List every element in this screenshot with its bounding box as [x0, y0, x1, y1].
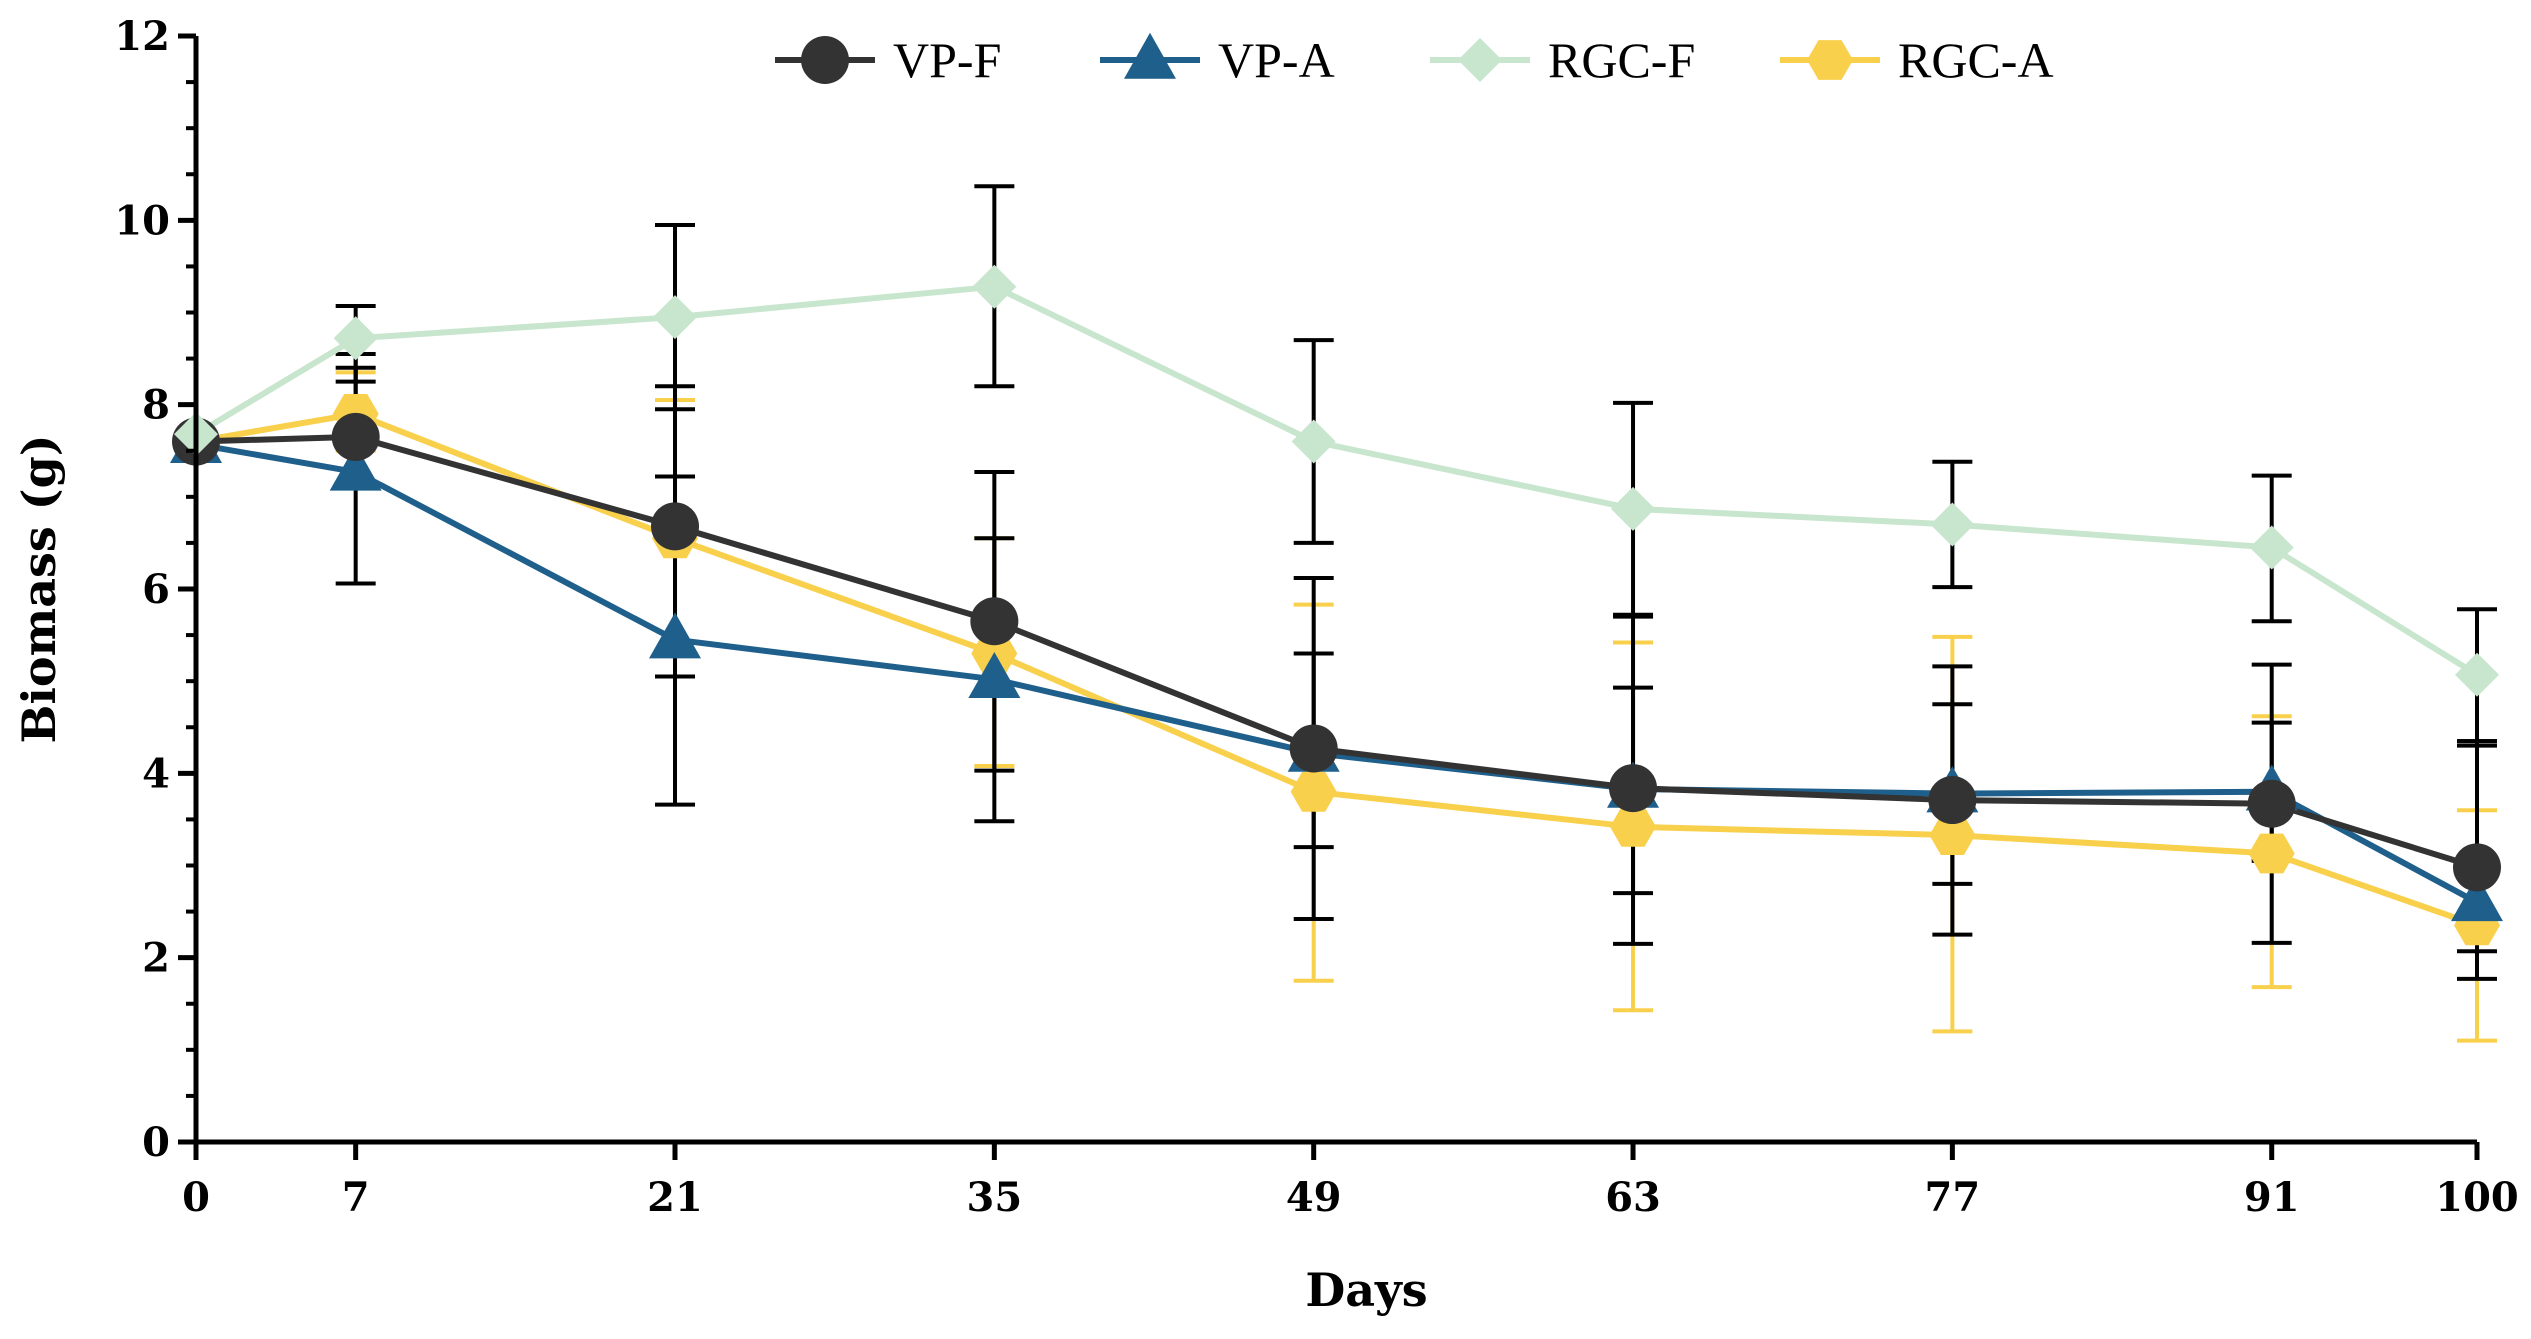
y-axis-title: Biomass (g): [12, 434, 66, 743]
y-tick-label-6: 6: [142, 566, 170, 613]
point-vp-f-day-63: [1609, 764, 1658, 813]
legend-swatch-marker: [801, 36, 849, 84]
legend-label: VP-A: [1218, 32, 1335, 88]
legend-item-vp-a: VP-A: [1100, 32, 1335, 88]
point-rgc-a-day-91: [2248, 833, 2295, 874]
legend-item-rgc-f: RGC-F: [1430, 32, 1695, 88]
point-rgc-f-day-49: [1291, 419, 1336, 464]
legend-label: VP-F: [893, 32, 1001, 88]
point-rgc-f-day-7: [333, 316, 378, 361]
x-tick-label-63: 63: [1605, 1174, 1661, 1221]
y-tick-label-12: 12: [114, 13, 170, 60]
point-vp-a-day-100: [2451, 875, 2503, 922]
point-vp-a-day-35: [968, 652, 1021, 699]
legend-swatch-marker: [1458, 38, 1502, 82]
point-vp-f-day-35: [970, 597, 1019, 646]
legend-item-rgc-a: RGC-A: [1780, 32, 2054, 88]
y-tick-label-4: 4: [142, 750, 170, 797]
axes: 0 2 4 6 8 10 12 0 7 21 35 49 63 77 91 100 Days Biomass (g…: [12, 13, 2519, 1317]
legend-item-vp-f: VP-F: [775, 32, 1001, 88]
legend: VP-F VP-A RGC-F RGC-A: [775, 32, 2054, 88]
y-tick-label-2: 2: [142, 935, 170, 982]
series-line-rgc-f: [194, 283, 2479, 678]
x-tick-label-100: 100: [2435, 1174, 2519, 1221]
x-axis-title: Days: [1305, 1263, 1427, 1317]
x-tick-label-77: 77: [1925, 1174, 1981, 1221]
x-tick-label-35: 35: [967, 1174, 1023, 1221]
point-vp-f-day-7: [331, 412, 380, 461]
y-tick-label-0: 0: [142, 1119, 170, 1166]
series-lines: [194, 283, 2479, 929]
series-line-vp-a: [195, 441, 2479, 906]
legend-swatch-marker: [1124, 32, 1176, 79]
legend-label: RGC-F: [1548, 32, 1695, 88]
legend-label: RGC-A: [1898, 32, 2054, 88]
point-rgc-f-day-91: [2249, 525, 2294, 570]
point-rgc-f-day-35: [972, 264, 1017, 309]
point-rgc-f-day-100: [2455, 652, 2499, 697]
legend-swatch-marker: [1807, 40, 1853, 80]
x-tick-label-21: 21: [647, 1174, 703, 1221]
point-rgc-a-day-49: [1290, 771, 1337, 812]
point-vp-a-day-7: [329, 444, 382, 491]
point-rgc-f-day-77: [1930, 502, 1975, 547]
x-tick-label-7: 7: [342, 1174, 370, 1221]
point-rgc-a-day-77: [1929, 815, 1976, 855]
series-line-vp-f: [195, 433, 2478, 871]
point-vp-f-day-49: [1289, 724, 1338, 773]
point-rgc-f-day-21: [653, 295, 698, 340]
point-vp-f-day-100: [2453, 843, 2501, 892]
y-tick-label-8: 8: [142, 382, 170, 429]
point-rgc-a-day-63: [1610, 806, 1656, 847]
x-tick-label-49: 49: [1286, 1174, 1342, 1221]
x-tick-label-0: 0: [182, 1174, 210, 1221]
point-vp-f-day-21: [651, 502, 700, 551]
series-markers: [170, 264, 2503, 946]
x-tick-label-91: 91: [2244, 1174, 2300, 1221]
point-vp-f-day-77: [1928, 776, 1977, 825]
point-vp-a-day-21: [649, 612, 702, 659]
point-vp-f-day-91: [2247, 779, 2296, 828]
point-rgc-f-day-63: [1611, 486, 1656, 531]
y-tick-label-10: 10: [114, 197, 170, 244]
